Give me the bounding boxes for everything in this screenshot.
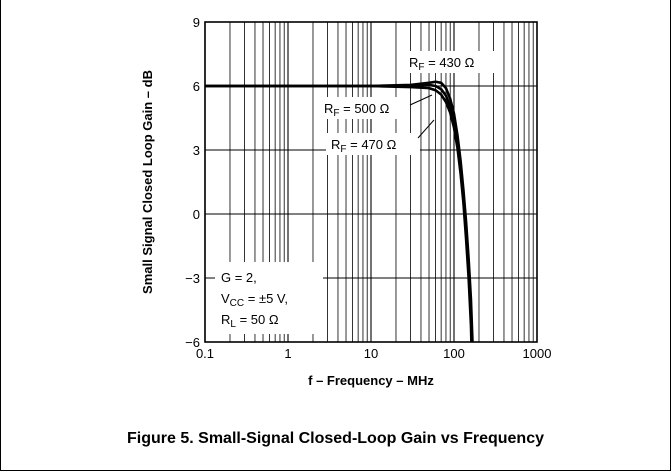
annotation-rf470: RF = 470 Ω [331,137,397,155]
condition-rl: RL = 50 Ω [221,312,279,330]
annotation-leader-470 [417,119,435,139]
condition-vcc-rest: = ±5 V, [244,291,288,306]
x-tick-label: 100 [443,346,465,361]
annotation-rf470-rest: = 470 Ω [347,137,397,152]
annotation-rf430-sub: F [418,62,424,73]
y-tick-label: −6 [185,335,200,350]
condition-rl-sub: L [230,319,236,330]
condition-rl-main: R [221,312,230,327]
x-tick-label: 10 [364,346,378,361]
annotation-rf500-rest: = 500 Ω [340,101,390,116]
annotation-rf500-main: R [324,101,333,116]
annotation-rf500-sub: F [333,108,339,119]
condition-gain: G = 2, [221,270,257,285]
y-tick-label: 3 [193,143,200,158]
annotation-rf430-rest: = 430 Ω [425,55,475,70]
condition-vcc-sub: CC [230,298,244,309]
condition-vcc-main: V [221,291,230,306]
annotation-leader-500 [409,94,433,106]
y-tick-label: 6 [193,79,200,94]
y-tick-label: 0 [193,207,200,222]
annotations: RF = 430 Ω RF = 500 Ω RF = 470 Ω G = 2, … [215,51,502,334]
series-line-2 [205,84,473,343]
y-axis-label: Small Signal Closed Loop Gain – dB [140,70,155,294]
annotation-box-470 [326,133,420,155]
annotation-box-500 [318,97,410,119]
condition-gain-main: G = 2, [221,270,257,285]
figure-caption: Figure 5. Small-Signal Closed-Loop Gain … [127,430,544,447]
curves [205,80,474,343]
condition-vcc: VCC = ±5 V, [221,291,288,309]
annotation-rf470-main: R [331,137,340,152]
tick-labels: 0.1 1 10 100 1000 9 6 3 0 −3 −6 [185,15,551,361]
annotation-rf430-main: R [409,55,418,70]
y-tick-label: −3 [185,271,200,286]
annotation-rf500: RF = 500 Ω [324,101,390,119]
y-tick-label: 9 [193,15,200,30]
x-tick-label: 0.1 [196,346,214,361]
x-tick-label: 1000 [523,346,552,361]
x-tick-label: 1 [284,346,291,361]
plot-border [204,21,538,343]
conditions-box [215,262,323,334]
annotation-box-430 [402,51,502,73]
annotation-rf430: RF = 430 Ω [409,55,475,73]
condition-rl-rest: = 50 Ω [236,312,279,327]
x-axis-label: f – Frequency – MHz [308,373,434,388]
annotation-rf470-sub: F [340,144,346,155]
